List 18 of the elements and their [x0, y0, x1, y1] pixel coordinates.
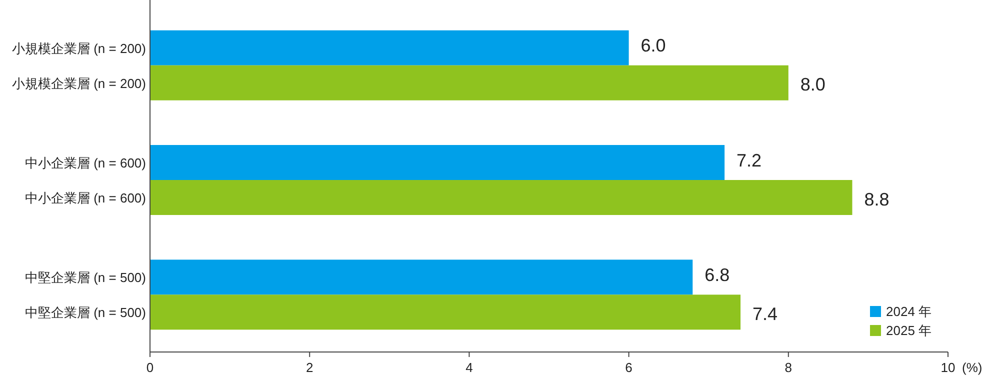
legend-label: 2025 年 [886, 323, 932, 338]
data-label: 8.0 [800, 74, 826, 95]
x-tick-label: 10 [940, 360, 956, 375]
y-tick-label: 中小企業層 (n = 600) [24, 190, 146, 206]
data-label: 6.8 [704, 264, 730, 285]
data-label: 7.2 [736, 150, 762, 170]
x-tick-label: 0 [146, 360, 154, 375]
data-label: 8.8 [864, 189, 890, 210]
data-label: 7.4 [752, 304, 778, 324]
y-tick-label: 小規模企業層 (n = 200) [12, 76, 146, 91]
x-tick-label: 6 [625, 360, 632, 375]
y-tick-label: 中堅企業層 (n = 500) [24, 305, 146, 320]
x-axis-title: (%) [962, 360, 982, 375]
x-tick-label: 2 [306, 360, 314, 375]
x-tick-label: 8 [784, 360, 792, 375]
x-tick-label: 4 [466, 360, 473, 375]
legend-label: 2024 年 [886, 304, 932, 319]
data-label: 6.0 [640, 36, 666, 56]
